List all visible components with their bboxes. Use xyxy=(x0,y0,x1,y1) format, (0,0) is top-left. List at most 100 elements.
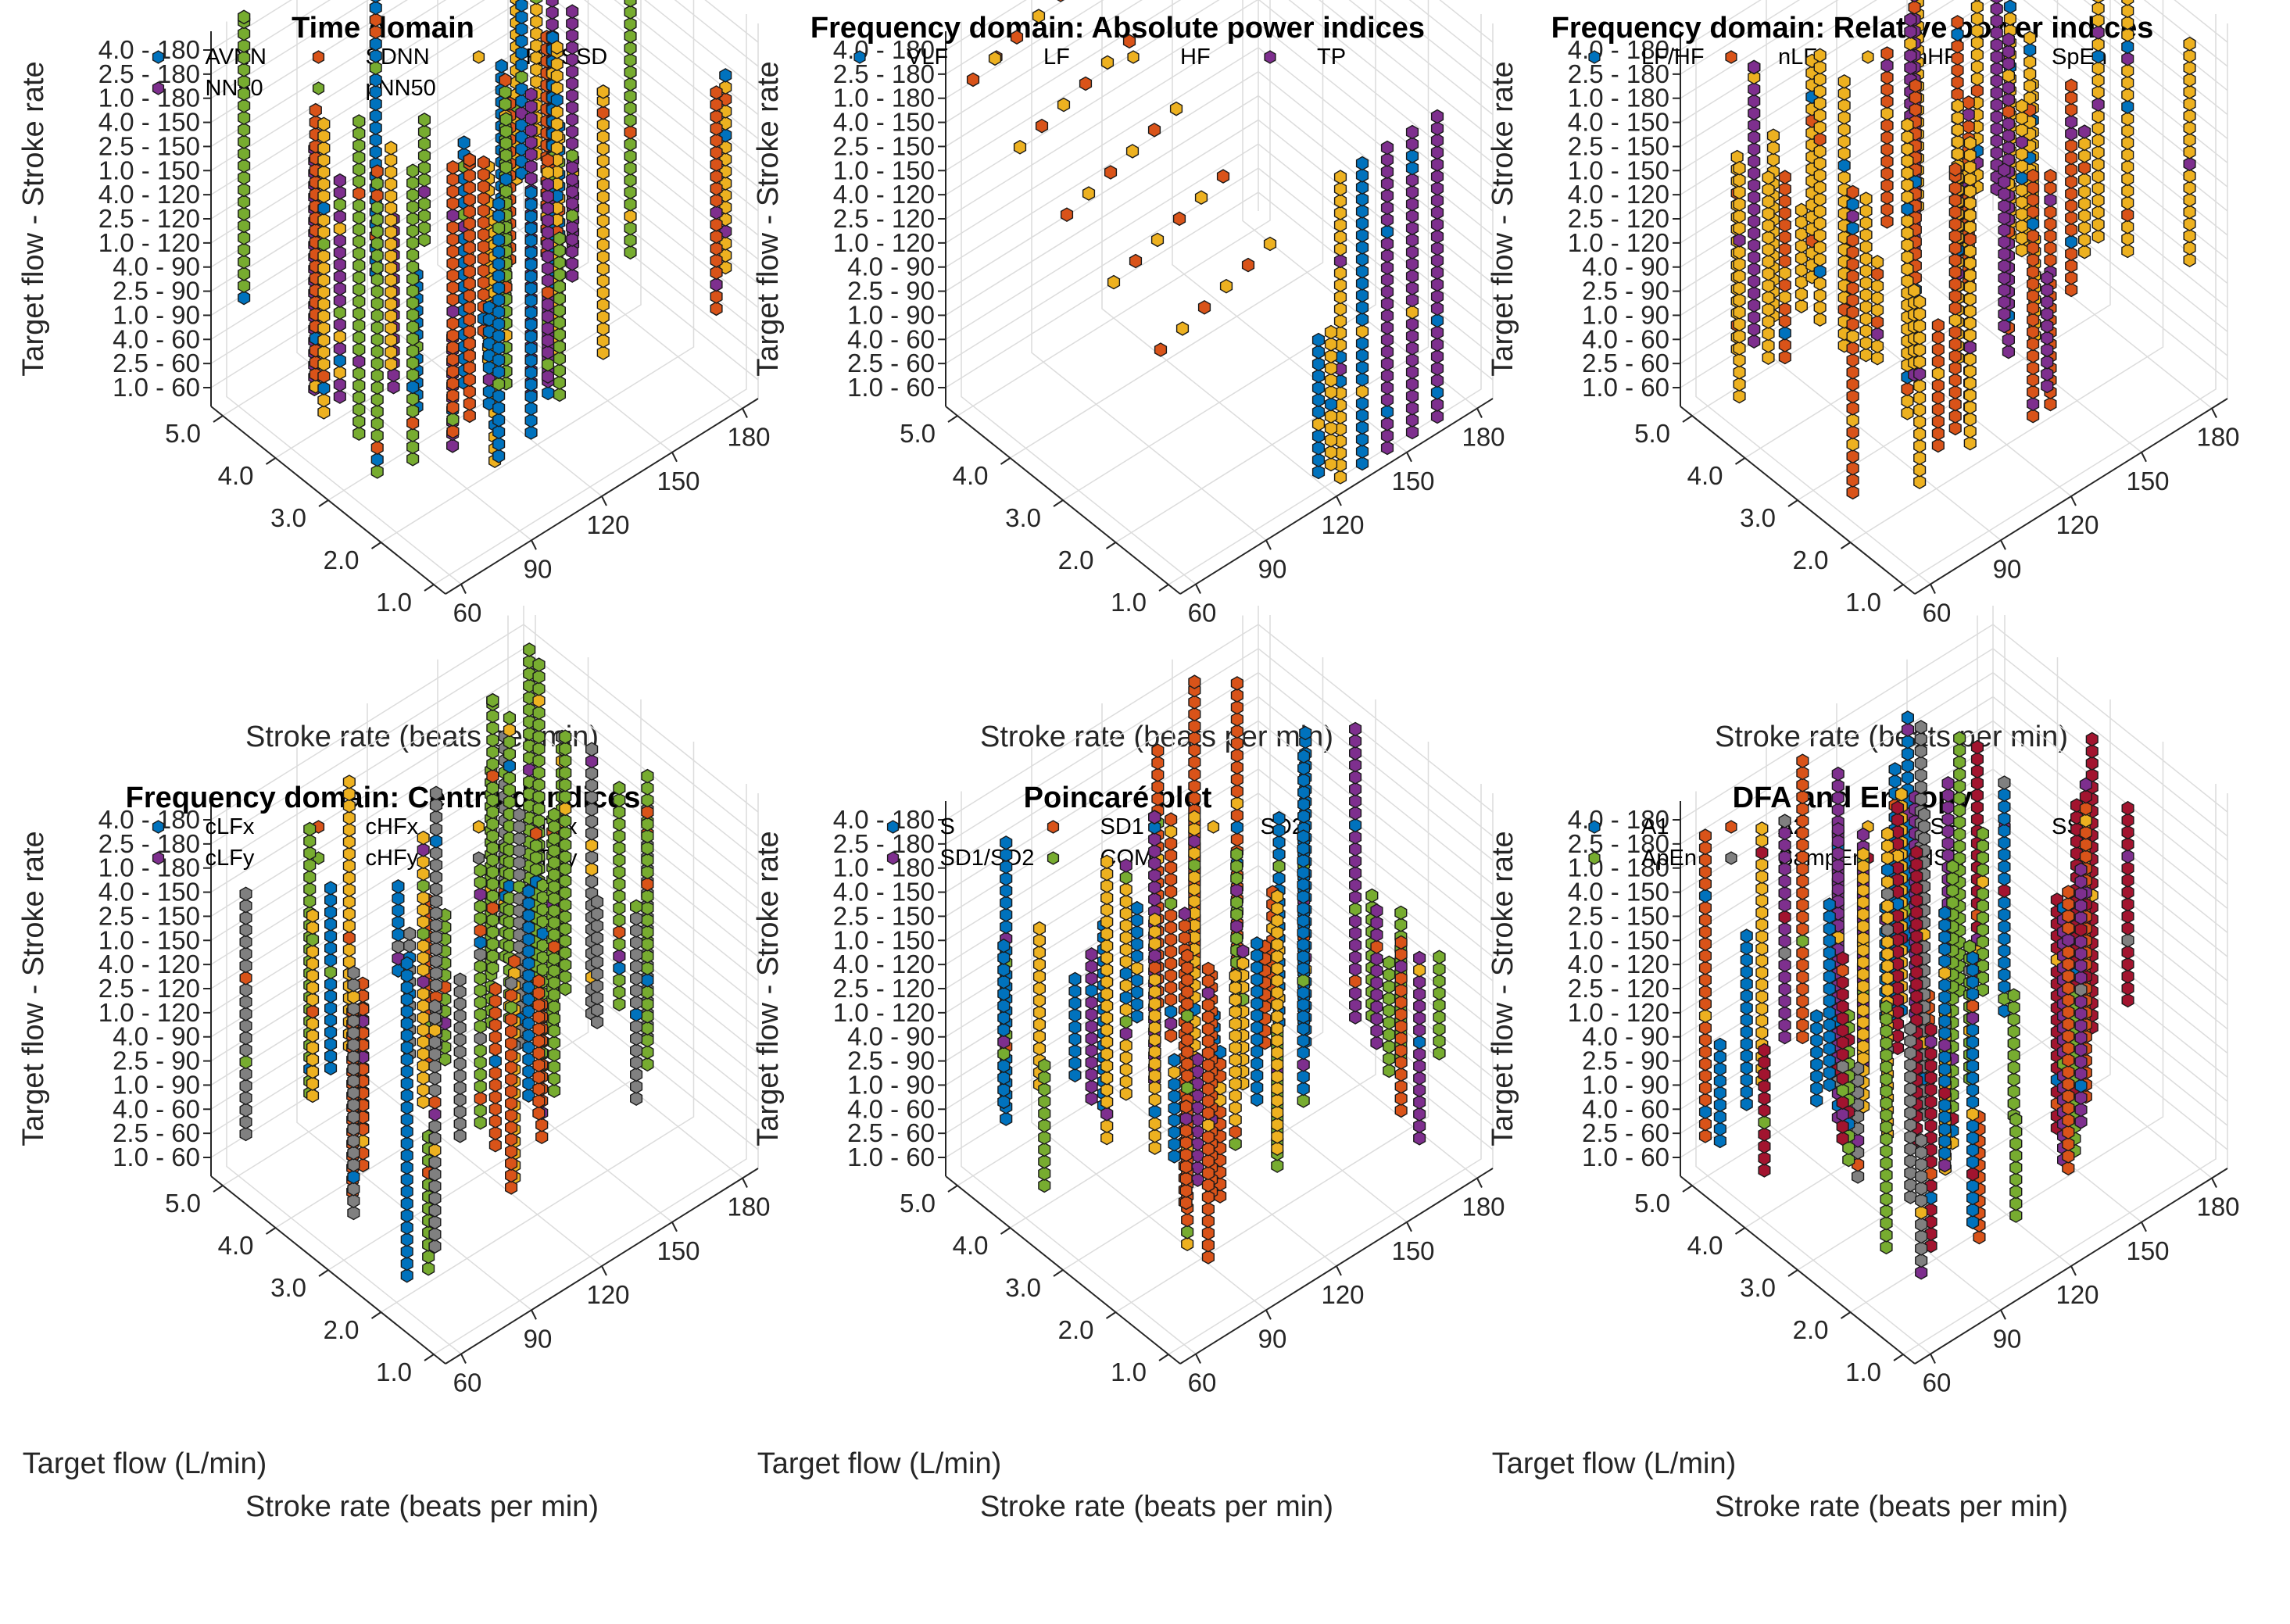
marker-tp xyxy=(1430,289,1444,304)
marker-ctpy xyxy=(513,819,526,835)
marker-vlf xyxy=(1380,404,1394,420)
marker-sdnn xyxy=(710,121,723,136)
x-tick-mark xyxy=(2141,1222,2147,1232)
marker-sd1 xyxy=(1230,807,1243,823)
marker-s xyxy=(1165,1004,1178,1019)
marker-clfy xyxy=(474,887,487,902)
marker-ctpx xyxy=(342,918,356,934)
legend-entry: LF xyxy=(1043,45,1070,70)
marker-sd1 xyxy=(1230,688,1243,703)
marker-rmssd xyxy=(317,392,331,408)
marker-nhf xyxy=(2121,159,2134,174)
marker-chfy xyxy=(486,889,499,903)
marker-nhf xyxy=(1813,252,1827,267)
marker-sd1-sd2 xyxy=(1349,757,1362,773)
marker-s xyxy=(1000,1111,1013,1126)
marker-sampen xyxy=(1917,819,1930,834)
marker-a2 xyxy=(1698,840,1712,856)
marker-tp xyxy=(1380,440,1394,456)
marker-sd1-sd2 xyxy=(1370,987,1383,1003)
marker-sdnn xyxy=(370,188,384,203)
marker-ctpx xyxy=(342,786,356,802)
marker-avnn xyxy=(524,269,538,284)
marker-pnn50 xyxy=(238,182,251,198)
marker-rmssd xyxy=(385,236,398,252)
marker-sdnn xyxy=(710,109,723,124)
marker-nlf xyxy=(1948,181,1962,196)
marker-chfx xyxy=(488,993,502,1009)
marker-ctpy xyxy=(347,1193,360,1209)
marker-ctpx xyxy=(428,1022,442,1038)
marker-nlf xyxy=(1951,15,1964,30)
marker-s xyxy=(997,1070,1011,1086)
grid-line xyxy=(226,21,462,585)
marker-sdnn xyxy=(477,239,490,254)
marker-chfx xyxy=(488,982,502,996)
marker-nhf xyxy=(1901,406,1914,420)
marker-nhf xyxy=(2023,54,2037,70)
marker-sd2 xyxy=(1100,1130,1114,1146)
marker-s xyxy=(1168,1077,1181,1092)
marker-a1 xyxy=(1998,871,2011,886)
marker-nhf xyxy=(1733,388,1746,404)
marker-sd1-sd2 xyxy=(1085,1055,1098,1070)
marker-nlf xyxy=(1880,141,1894,157)
marker-sse xyxy=(1831,857,1845,873)
z-tick-label: 4.0 - 180 xyxy=(833,35,935,64)
marker-pnn50 xyxy=(352,414,366,429)
marker-chfy xyxy=(486,912,499,928)
marker-ctpy xyxy=(429,942,443,957)
marker-nlf xyxy=(1846,341,1859,356)
marker-nhf xyxy=(1963,148,1977,163)
marker-chfy xyxy=(303,833,317,849)
marker-avnn xyxy=(524,377,538,392)
marker-clfx xyxy=(400,1076,413,1091)
marker-ctpx xyxy=(342,798,356,814)
marker-lf-hf xyxy=(2121,99,2134,115)
marker-nn50 xyxy=(566,268,579,283)
marker-sse xyxy=(1941,775,1955,791)
marker-pnn50 xyxy=(417,232,431,248)
marker-sd1-sd2 xyxy=(1191,1136,1204,1151)
marker-a1 xyxy=(1823,909,1836,925)
marker-sd1-sd2 xyxy=(1370,1023,1383,1039)
marker-sd1-sd2 xyxy=(1349,997,1362,1013)
marker-apen xyxy=(1796,933,1809,949)
marker-a2 xyxy=(1796,1029,1809,1045)
marker-nn50 xyxy=(541,345,554,360)
marker-sdnn xyxy=(710,301,723,317)
marker-a1 xyxy=(1810,1045,1823,1060)
marker-tp xyxy=(1405,173,1419,188)
marker-tp xyxy=(1430,169,1444,184)
marker-ctpy xyxy=(429,797,443,813)
marker-a2 xyxy=(1796,1005,1809,1021)
marker-chfy xyxy=(486,708,499,724)
marker-chfy xyxy=(548,975,561,990)
marker-spen xyxy=(1909,0,1920,3)
marker-clfx xyxy=(324,940,338,956)
marker-sd1-sd2 xyxy=(1119,1026,1132,1041)
y-tick-mark xyxy=(1893,584,1904,592)
marker-tp xyxy=(1430,265,1444,281)
x-tick-mark xyxy=(1336,495,1342,506)
x-tick-mark xyxy=(2000,539,2006,550)
marker-sampen xyxy=(1904,1045,1917,1061)
marker-sd1-sd2 xyxy=(1119,858,1132,873)
marker-sdnn xyxy=(309,102,322,118)
marker-sd1 xyxy=(1201,1237,1215,1253)
marker-ctpx xyxy=(417,1058,430,1074)
marker-nhf xyxy=(1813,108,1827,123)
marker-apen xyxy=(1976,826,1989,842)
marker-nlf xyxy=(1931,318,1945,333)
marker-sd2 xyxy=(1032,933,1046,948)
z-tick-label: 1.0 - 60 xyxy=(1582,373,1669,402)
marker-nhf xyxy=(1794,250,1808,266)
marker-apen xyxy=(1880,1000,1893,1014)
marker-spen xyxy=(1990,49,2003,65)
marker-s xyxy=(1297,961,1310,976)
marker-sd1-sd2 xyxy=(1349,782,1362,797)
marker-sd2 xyxy=(1100,878,1114,893)
marker-rmssd xyxy=(596,345,610,360)
marker-sd1-sd2 xyxy=(1191,1052,1204,1068)
marker-com xyxy=(1433,1033,1446,1049)
